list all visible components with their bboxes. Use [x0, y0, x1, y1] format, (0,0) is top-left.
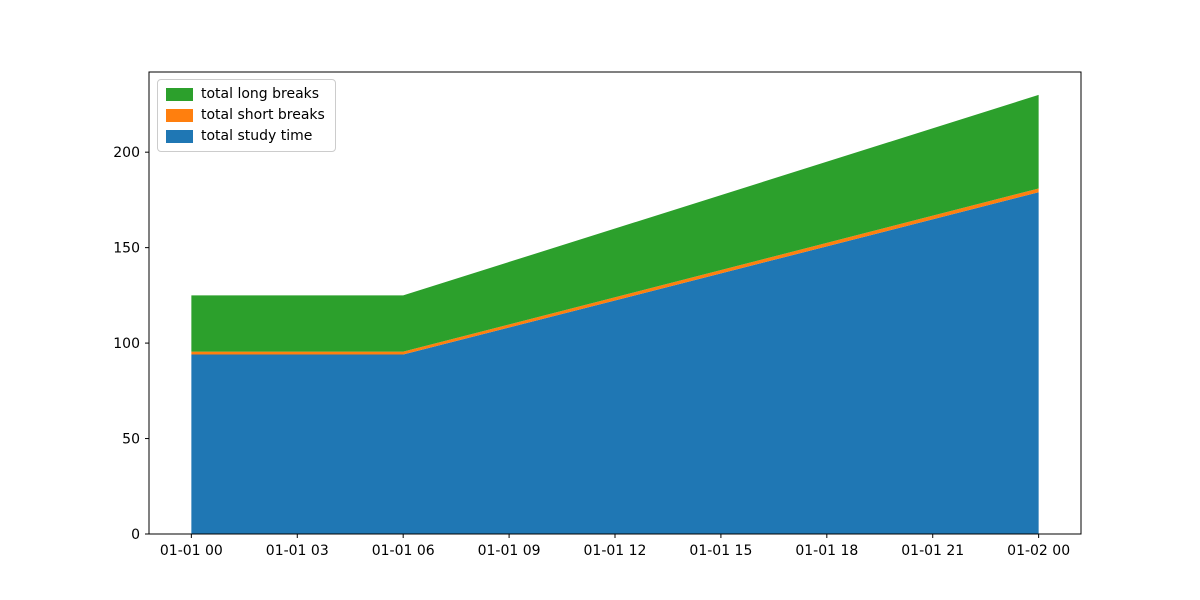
y-tick-label: 50	[122, 432, 140, 448]
area-total-study-time	[191, 192, 1039, 535]
legend-swatch	[166, 109, 193, 122]
x-tick-label: 01-01 12	[584, 543, 647, 559]
y-tick-label: 150	[113, 241, 140, 257]
x-tick-label: 01-01 09	[478, 543, 541, 559]
legend-item-short-breaks: total short breaks	[166, 108, 325, 123]
y-tick-label: 200	[113, 145, 140, 161]
legend-item-study-time: total study time	[166, 129, 325, 144]
legend-label: total short breaks	[201, 107, 325, 123]
legend-item-long-breaks: total long breaks	[166, 87, 325, 102]
legend-label: total long breaks	[201, 86, 320, 102]
x-tick-label: 01-01 21	[901, 543, 964, 559]
legend-swatch	[166, 130, 193, 143]
legend-label: total study time	[201, 128, 313, 144]
legend: total long breaks total short breaks tot…	[157, 79, 336, 152]
x-tick-label: 01-02 00	[1007, 543, 1070, 559]
area-total-long-breaks	[191, 94, 1039, 352]
x-tick-label: 01-01 00	[160, 543, 223, 559]
legend-swatch	[166, 88, 193, 101]
x-tick-label: 01-01 15	[689, 543, 752, 559]
x-tick-label: 01-01 06	[372, 543, 435, 559]
plot-border	[148, 71, 1082, 535]
y-tick-label: 0	[131, 527, 140, 543]
x-tick-label: 01-01 03	[266, 543, 329, 559]
x-tick-label: 01-01 18	[795, 543, 858, 559]
y-tick-label: 100	[113, 336, 140, 352]
